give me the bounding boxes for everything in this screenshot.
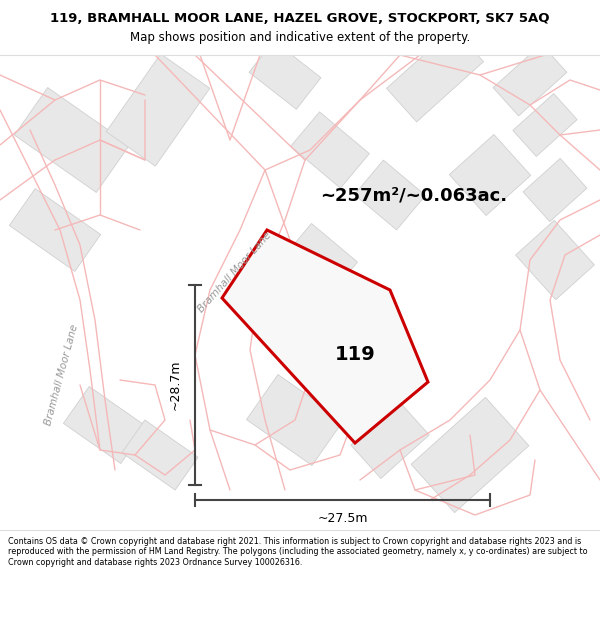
Polygon shape: [14, 88, 130, 192]
Polygon shape: [411, 398, 529, 512]
Polygon shape: [122, 420, 198, 490]
Text: ~28.7m: ~28.7m: [169, 360, 182, 410]
Text: Bramhall Moor Lane: Bramhall Moor Lane: [196, 230, 274, 314]
Polygon shape: [222, 230, 428, 443]
Text: ~257m²/~0.063ac.: ~257m²/~0.063ac.: [320, 186, 507, 204]
Polygon shape: [523, 158, 587, 222]
Text: 119: 119: [335, 346, 376, 364]
Text: Bramhall Moor Lane: Bramhall Moor Lane: [44, 323, 80, 427]
Text: ~27.5m: ~27.5m: [317, 511, 368, 524]
Text: Map shows position and indicative extent of the property.: Map shows position and indicative extent…: [130, 31, 470, 44]
Polygon shape: [513, 94, 577, 156]
Polygon shape: [386, 28, 484, 122]
Polygon shape: [10, 189, 101, 271]
Polygon shape: [249, 41, 321, 109]
Polygon shape: [283, 224, 358, 296]
Polygon shape: [493, 44, 567, 116]
Polygon shape: [355, 160, 425, 230]
Text: Contains OS data © Crown copyright and database right 2021. This information is : Contains OS data © Crown copyright and d…: [8, 537, 587, 567]
Polygon shape: [64, 386, 146, 464]
Text: 119, BRAMHALL MOOR LANE, HAZEL GROVE, STOCKPORT, SK7 5AQ: 119, BRAMHALL MOOR LANE, HAZEL GROVE, ST…: [50, 11, 550, 24]
Polygon shape: [351, 401, 429, 479]
Polygon shape: [290, 112, 370, 188]
Polygon shape: [515, 220, 595, 300]
Polygon shape: [106, 54, 210, 166]
Polygon shape: [449, 134, 530, 216]
Polygon shape: [247, 374, 344, 466]
